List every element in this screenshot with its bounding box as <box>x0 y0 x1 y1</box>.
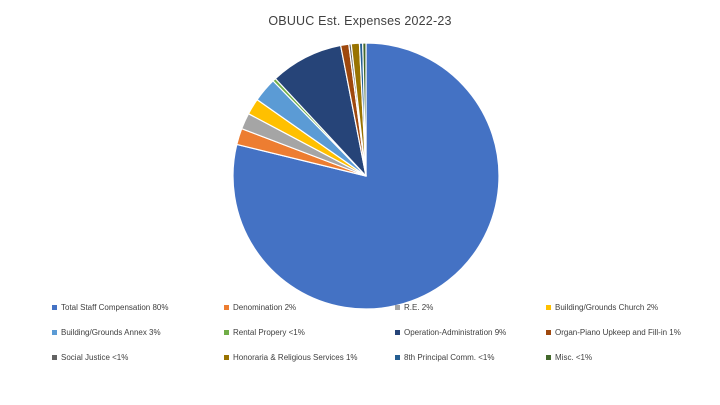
legend-label: Misc. <1% <box>555 352 593 362</box>
legend-label: Building/Grounds Church 2% <box>555 302 659 312</box>
legend-item: 8th Principal Comm. <1% <box>395 351 494 363</box>
legend-marker-icon <box>546 329 551 335</box>
legend-marker-icon <box>52 304 57 310</box>
legend-label: Social Justice <1% <box>61 352 129 362</box>
legend-item: Rental Propery <1% <box>224 326 305 338</box>
legend-item: Social Justice <1% <box>52 351 128 363</box>
pie-slice-12 <box>362 42 367 177</box>
legend-marker-icon <box>224 329 229 335</box>
legend-marker-icon <box>395 354 400 360</box>
legend-label: Rental Propery <1% <box>233 327 305 337</box>
legend-item: R.E. 2% <box>395 301 433 313</box>
legend-item: Organ-Piano Upkeep and Fill-in 1% <box>546 326 681 338</box>
legend-marker-icon <box>546 304 551 310</box>
legend-label: Building/Grounds Annex 3% <box>61 327 161 337</box>
legend-label: 8th Principal Comm. <1% <box>404 352 495 362</box>
legend-item: Operation-Administration 9% <box>395 326 506 338</box>
chart-title: OBUUC Est. Expenses 2022-23 <box>268 14 452 28</box>
legend-marker-icon <box>546 354 551 360</box>
legend-label: Total Staff Compensation 80% <box>61 302 169 312</box>
legend-marker-icon <box>52 354 57 360</box>
legend-item: Total Staff Compensation 80% <box>52 301 168 313</box>
legend-marker-icon <box>395 304 400 310</box>
legend-item: Building/Grounds Church 2% <box>546 301 658 313</box>
legend-marker-icon <box>395 329 400 335</box>
legend-marker-icon <box>224 354 229 360</box>
legend-item: Denomination 2% <box>224 301 296 313</box>
legend-label: Denomination 2% <box>233 302 297 312</box>
legend-label: R.E. 2% <box>404 302 434 312</box>
legend-label: Honoraria & Religious Services 1% <box>233 352 358 362</box>
legend-label: Organ-Piano Upkeep and Fill-in 1% <box>555 327 681 337</box>
legend-item: Honoraria & Religious Services 1% <box>224 351 358 363</box>
legend-label: Operation-Administration 9% <box>404 327 507 337</box>
legend-marker-icon <box>52 329 57 335</box>
pie-chart <box>232 42 500 310</box>
chart-legend: Total Staff Compensation 80% Denomination… <box>52 301 712 371</box>
legend-marker-icon <box>224 304 229 310</box>
legend-item: Misc. <1% <box>546 351 592 363</box>
legend-item: Building/Grounds Annex 3% <box>52 326 161 338</box>
